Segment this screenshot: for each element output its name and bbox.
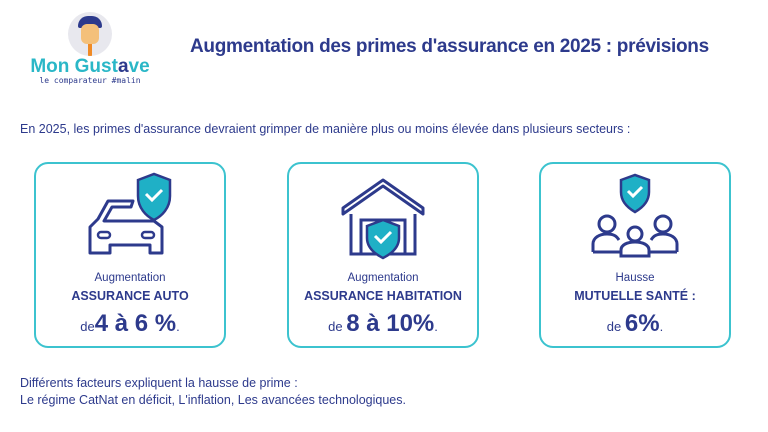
card-label: Augmentation <box>94 272 166 284</box>
value-prefix: de <box>328 319 343 334</box>
value-suffix: . <box>659 319 664 334</box>
house-shield-icon <box>341 178 425 260</box>
brand-part: ve <box>128 56 150 77</box>
intro-text: En 2025, les primes d'assurance devraien… <box>20 122 631 136</box>
value-number: 4 à 6 % <box>94 310 177 337</box>
value-suffix: . <box>176 319 180 334</box>
card-heading: ASSURANCE HABITATION <box>304 289 462 303</box>
footer-line: Le régime CatNat en déficit, L'inflation… <box>20 393 406 407</box>
value-number: 6% <box>624 310 660 337</box>
brand-name: Mon Gustave <box>20 56 160 77</box>
card-habitation: Augmentation ASSURANCE HABITATION de 8 à… <box>287 162 479 348</box>
value-prefix: de <box>80 319 95 334</box>
card-auto: Augmentation ASSURANCE AUTO de4 à 6 %. <box>34 162 226 348</box>
page-title: Augmentation des primes d'assurance en 2… <box>190 36 709 57</box>
card-heading: MUTUELLE SANTÉ : <box>574 289 696 303</box>
brand-tagline: le comparateur #malin <box>39 76 141 85</box>
brand-part: Mon Gust <box>30 56 118 77</box>
card-label: Hausse <box>615 272 655 284</box>
mascot-avatar <box>68 12 112 56</box>
card-mutuelle: Hausse MUTUELLE SANTÉ : de 6%. <box>539 162 731 348</box>
value-prefix: de <box>606 319 622 334</box>
footer-text: Différents facteurs expliquent la hausse… <box>20 375 406 409</box>
card-value: de 8 à 10%. <box>289 310 477 338</box>
brand-part: a <box>117 56 129 77</box>
family-shield-icon <box>591 173 679 258</box>
logo: Mon Gustave le comparateur #malin <box>20 12 160 85</box>
value-suffix: . <box>434 319 438 334</box>
card-label: Augmentation <box>347 272 419 284</box>
car-shield-icon <box>88 172 172 255</box>
card-value: de4 à 6 %. <box>36 310 224 338</box>
card-heading: ASSURANCE AUTO <box>71 289 189 303</box>
footer-line: Différents facteurs expliquent la hausse… <box>20 376 298 390</box>
value-number: 8 à 10% <box>346 310 435 337</box>
card-value: de 6%. <box>541 310 729 338</box>
